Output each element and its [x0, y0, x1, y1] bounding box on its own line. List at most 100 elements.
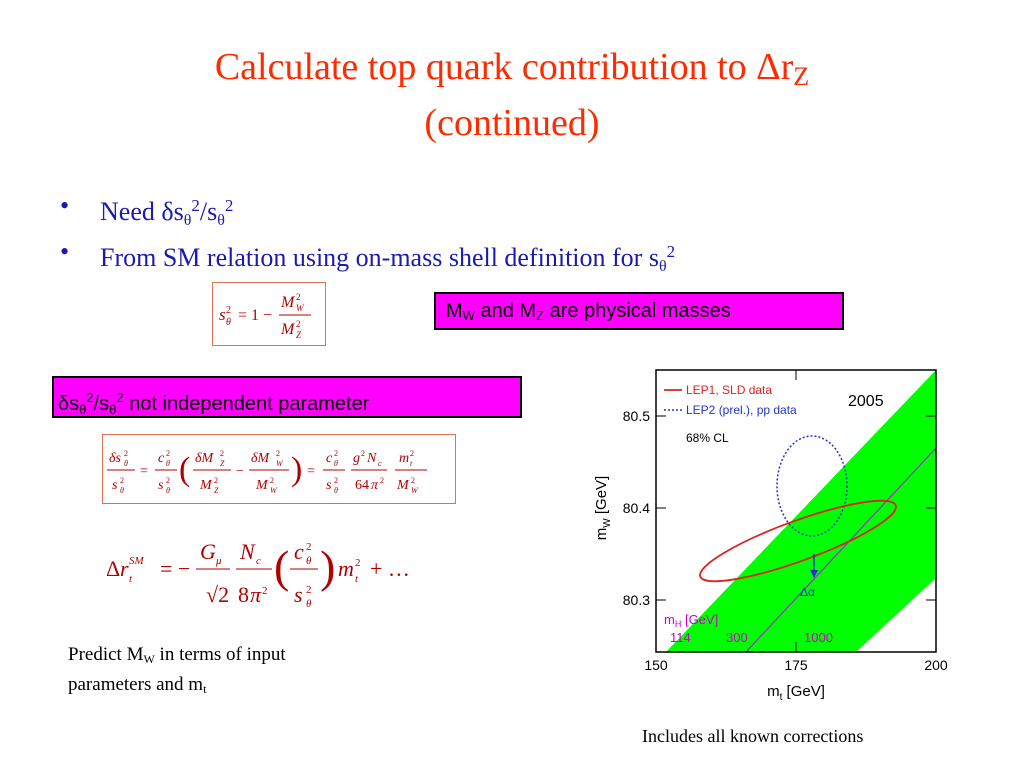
- svg-text:θ: θ: [166, 486, 170, 495]
- predict-sub: W: [143, 652, 155, 666]
- bullet-sup: 2: [191, 196, 200, 215]
- title-line-1: Calculate top quark contribution to Δr: [214, 46, 794, 88]
- svg-text:2: 2: [214, 476, 218, 485]
- higgs-mass-value: 114: [670, 630, 691, 645]
- svg-text:= −: = −: [160, 556, 190, 581]
- svg-text:θ: θ: [124, 459, 128, 468]
- svg-text:θ: θ: [306, 555, 312, 567]
- callout-physical-masses: MW and MZ are physical masses: [434, 292, 844, 330]
- title-line-1-sub: Z: [793, 62, 810, 91]
- callout-text: /s: [93, 393, 110, 415]
- y-tick-label: 80.3: [623, 592, 650, 608]
- year-label: 2005: [848, 393, 884, 410]
- svg-text:g: g: [353, 451, 360, 466]
- callout-sub: θ: [79, 402, 87, 417]
- predict-text: in terms of input: [154, 644, 286, 665]
- svg-text:64: 64: [355, 478, 369, 493]
- svg-text:c: c: [378, 459, 382, 468]
- bullet-item: • Need δsθ2/sθ2: [60, 186, 675, 232]
- higgs-line: [745, 447, 936, 652]
- svg-text:θ: θ: [226, 317, 231, 328]
- svg-text:): ): [291, 451, 302, 488]
- svg-text:δs: δs: [109, 451, 122, 466]
- svg-text:2: 2: [410, 449, 414, 458]
- svg-text:2: 2: [296, 319, 301, 329]
- svg-text:2: 2: [120, 476, 124, 485]
- svg-text:= 1 −: = 1 −: [238, 307, 272, 324]
- bullet-item: • From SM relation using on-mass shell d…: [60, 232, 675, 278]
- bullet-text: Need δs: [100, 197, 184, 226]
- svg-text:2: 2: [411, 476, 415, 485]
- axis-ticks: [655, 370, 937, 652]
- callout-not-independent: δsθ2/sθ2 not independent parameter: [52, 376, 522, 418]
- svg-text:c: c: [294, 539, 304, 564]
- svg-text:W: W: [411, 486, 419, 495]
- equation-sin2theta: s 2 θ = 1 − M 2 W M 2 Z: [212, 282, 326, 346]
- y-axis-label: mW [GeV]: [593, 476, 613, 540]
- svg-text:δM: δM: [251, 451, 271, 466]
- svg-text:s: s: [326, 478, 332, 493]
- higgs-mass-value: 300: [726, 630, 748, 645]
- svg-text:2: 2: [361, 449, 365, 458]
- bullet-text: From SM relation using on-mass shell def…: [100, 243, 659, 272]
- svg-text:s: s: [219, 305, 226, 324]
- svg-text:c: c: [326, 451, 333, 466]
- bullet-sub: θ: [217, 212, 225, 229]
- svg-text:=: =: [307, 464, 315, 479]
- bullet-text: /s: [199, 197, 218, 226]
- svg-text:2: 2: [166, 476, 170, 485]
- svg-text:c: c: [158, 451, 165, 466]
- svg-text:2: 2: [355, 557, 361, 569]
- bullet-sup: 2: [666, 242, 676, 261]
- svg-text:μ: μ: [215, 555, 222, 567]
- svg-text:2: 2: [306, 584, 312, 596]
- svg-text:M: M: [280, 294, 296, 311]
- svg-text:m: m: [338, 556, 354, 581]
- title-line-2: (continued): [424, 102, 600, 144]
- callout-text: M: [446, 300, 463, 322]
- svg-text:8: 8: [238, 582, 249, 607]
- bullet-list: • Need δsθ2/sθ2 • From SM relation using…: [60, 186, 675, 278]
- svg-text:M: M: [199, 478, 213, 493]
- x-tick-label: 150: [644, 657, 668, 673]
- svg-text:π: π: [371, 478, 379, 493]
- delta-alpha-label: Δα: [800, 585, 815, 599]
- callout-sub: W: [462, 308, 475, 323]
- delta-alpha-arrowhead: [810, 570, 818, 578]
- svg-text:2: 2: [296, 292, 301, 302]
- svg-text:r: r: [120, 556, 129, 581]
- plot-caption: Includes all known corrections: [642, 726, 864, 746]
- legend-cl-label: 68% CL: [686, 431, 729, 445]
- svg-text:m: m: [399, 451, 409, 466]
- bullet-sub: θ: [658, 258, 667, 275]
- svg-text:θ: θ: [334, 459, 338, 468]
- lep1-contour: [699, 499, 897, 583]
- svg-text:Z: Z: [296, 330, 302, 340]
- higgs-mass-label: mH [GeV]: [664, 612, 718, 629]
- svg-text:t: t: [355, 573, 359, 585]
- svg-text:SM: SM: [129, 555, 145, 567]
- svg-text:M: M: [396, 478, 410, 493]
- svg-text:2: 2: [166, 449, 170, 458]
- callout-text: are physical masses: [544, 300, 731, 322]
- callout-text: and M: [474, 300, 537, 322]
- svg-text:2: 2: [306, 541, 312, 553]
- y-tick-label: 80.4: [623, 500, 650, 516]
- svg-text:M: M: [255, 478, 269, 493]
- svg-text:θ: θ: [334, 486, 338, 495]
- svg-text:2: 2: [262, 585, 268, 597]
- svg-text:W: W: [270, 486, 278, 495]
- x-tick-label: 200: [924, 657, 948, 673]
- svg-text:2: 2: [380, 476, 384, 485]
- svg-text:t: t: [129, 573, 133, 585]
- callout-text: not independent parameter: [123, 393, 370, 415]
- svg-text:Z: Z: [220, 459, 225, 468]
- svg-text:s: s: [158, 478, 164, 493]
- predict-note: Predict MW in terms of input parameters …: [68, 642, 286, 702]
- svg-text:(: (: [179, 451, 190, 488]
- svg-text:θ: θ: [120, 486, 124, 495]
- svg-text:W: W: [296, 303, 305, 313]
- legend-lep1-label: LEP1, SLD data: [686, 383, 772, 397]
- predict-sub: t: [203, 682, 207, 696]
